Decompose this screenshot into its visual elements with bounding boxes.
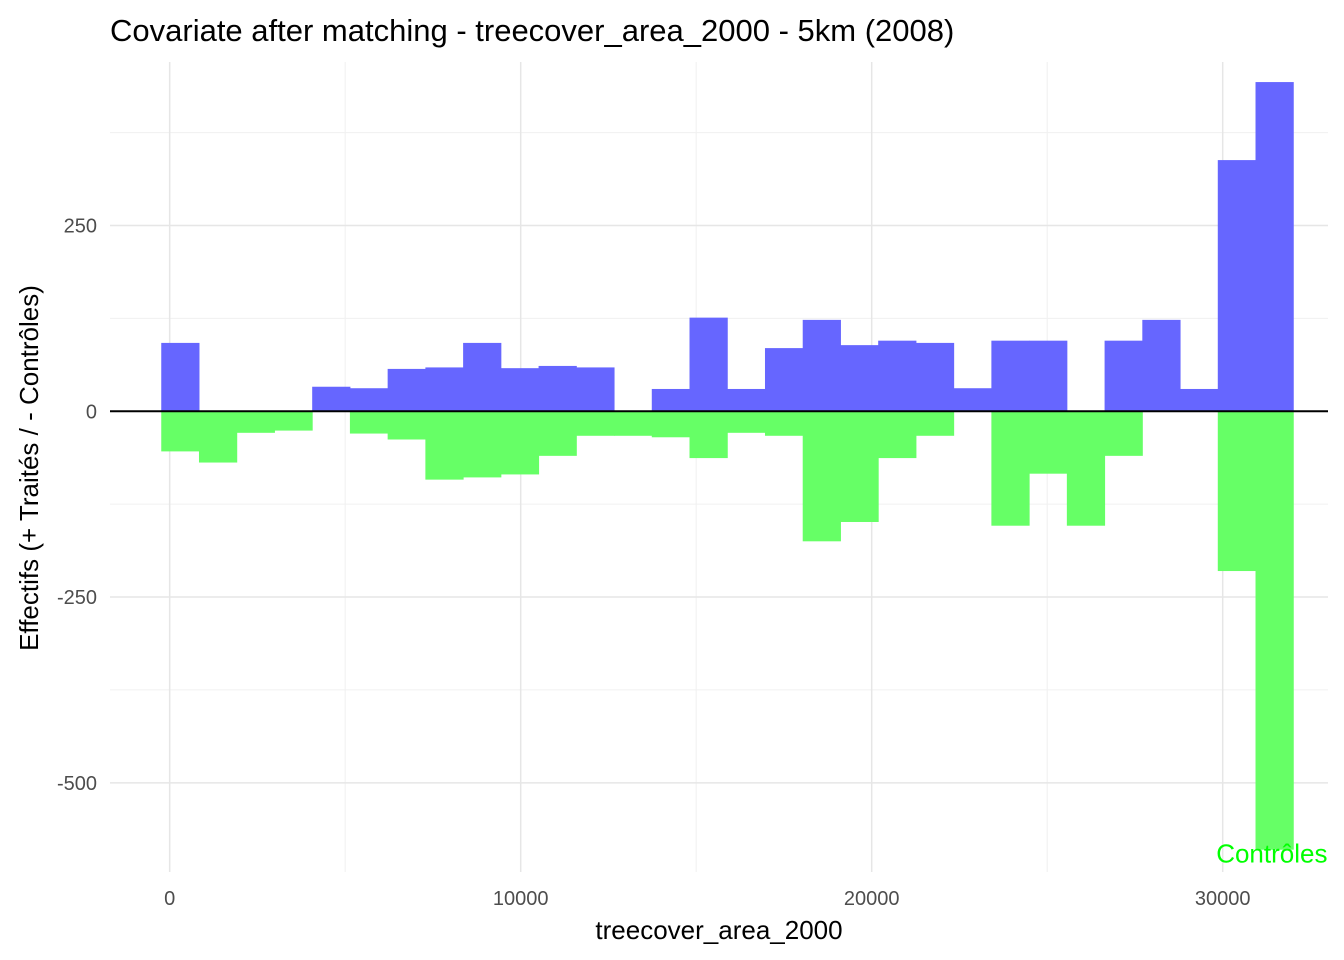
bar-traites xyxy=(161,342,200,412)
annotations: Contrôles xyxy=(1216,838,1327,868)
bar-controles xyxy=(614,411,653,436)
x-axis-title: treecover_area_2000 xyxy=(595,915,842,945)
annotation-controles: Contrôles xyxy=(1216,838,1327,868)
bar-traites xyxy=(1104,340,1143,412)
bar-traites xyxy=(463,342,502,412)
bar-controles xyxy=(991,411,1030,526)
bar-traites xyxy=(312,386,351,412)
bar-controles xyxy=(1029,411,1068,474)
bars-traites xyxy=(161,82,1294,412)
bar-controles xyxy=(689,411,728,459)
chart-title: Covariate after matching - treecover_are… xyxy=(110,13,954,48)
bar-controles xyxy=(840,411,879,522)
bar-traites xyxy=(1180,388,1219,412)
x-tick-label: 30000 xyxy=(1195,888,1251,910)
x-tick-label: 0 xyxy=(164,888,175,910)
bar-controles xyxy=(236,411,275,433)
bar-controles xyxy=(1255,411,1294,850)
bar-traites xyxy=(1142,319,1181,412)
bar-traites xyxy=(387,368,426,412)
bar-traites xyxy=(576,367,615,412)
bar-traites xyxy=(878,340,917,412)
y-axis-title: Effectifs (+ Traités / - Contrôles) xyxy=(14,285,44,651)
bar-controles xyxy=(349,411,389,434)
bar-controles xyxy=(1217,411,1257,572)
x-tick-label: 20000 xyxy=(844,888,900,910)
bar-traites xyxy=(500,368,540,412)
bar-controles xyxy=(161,411,200,452)
bars-controles xyxy=(161,411,1294,850)
bar-controles xyxy=(878,411,917,459)
bar-traites xyxy=(689,317,728,412)
bar-traites xyxy=(840,345,879,412)
x-tick-label: 10000 xyxy=(493,888,549,910)
bar-controles xyxy=(538,411,577,456)
y-tick-label: 250 xyxy=(64,215,97,237)
y-tick-labels: -500 -250 0 250 xyxy=(57,215,97,794)
y-tick-label: -500 xyxy=(57,773,97,795)
bar-controles xyxy=(425,411,464,480)
grid-major xyxy=(110,62,1328,872)
bar-controles xyxy=(651,411,691,438)
bar-traites xyxy=(915,342,955,412)
bar-traites xyxy=(425,367,464,412)
bar-controles xyxy=(198,411,238,463)
bar-controles xyxy=(802,411,841,542)
y-tick-label: -250 xyxy=(57,587,97,609)
bar-traites xyxy=(651,388,691,412)
bar-traites xyxy=(1029,340,1068,412)
bar-controles xyxy=(463,411,502,478)
bar-controles xyxy=(500,411,540,475)
bar-controles xyxy=(915,411,955,436)
bar-controles xyxy=(727,411,766,433)
bar-traites xyxy=(802,319,841,412)
bar-traites xyxy=(349,388,389,412)
bar-traites xyxy=(953,388,992,412)
bar-traites xyxy=(727,388,766,412)
bar-traites xyxy=(991,340,1030,412)
bar-traites xyxy=(1255,82,1294,412)
bar-controles xyxy=(576,411,615,436)
bar-traites xyxy=(764,348,804,412)
bar-controles xyxy=(387,411,426,440)
x-tick-labels: 0 10000 20000 30000 xyxy=(164,888,1250,910)
bar-controles xyxy=(1066,411,1106,526)
grid-minor xyxy=(110,62,1328,872)
bar-controles xyxy=(764,411,804,436)
y-tick-label: 0 xyxy=(86,401,97,423)
bar-controles xyxy=(1104,411,1143,456)
bar-traites xyxy=(538,365,577,412)
bar-controles xyxy=(274,411,313,431)
bar-traites xyxy=(1217,160,1257,412)
